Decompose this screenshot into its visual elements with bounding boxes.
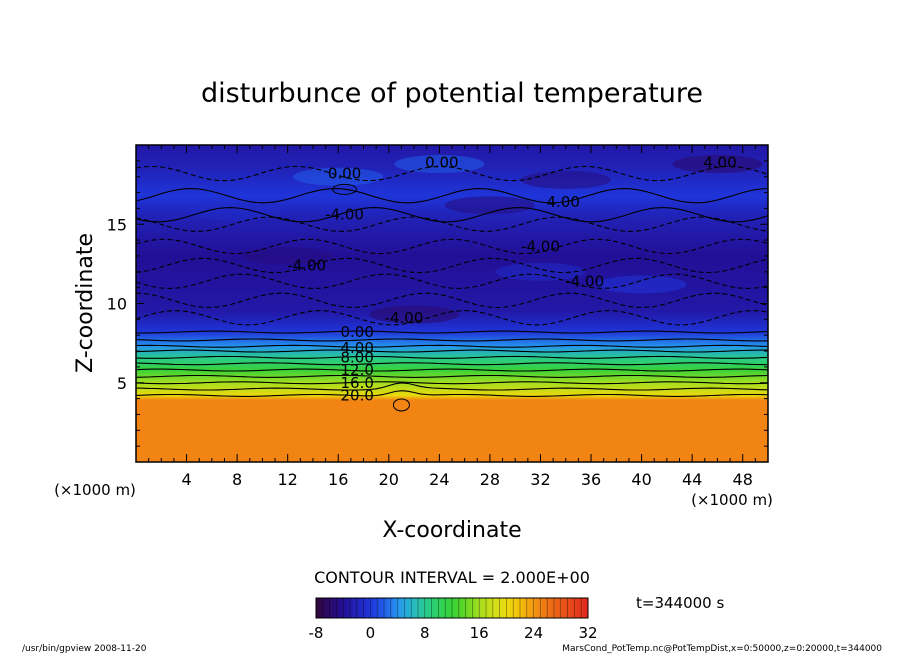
contour-label: -4.00 [565,272,604,290]
time-label: t=344000 s [636,594,724,612]
x-tick-label: 24 [429,470,449,489]
contour-labels: 0.000.00 4.00-4.004.00-4.00-4.00-4.00-4.0… [287,153,736,404]
field-patch [242,246,333,265]
contour-label: -4.00 [385,309,424,327]
contour-label: 20.0 [340,386,373,404]
contour-label: 0.00 [340,323,373,341]
colorbar-tick-label: 0 [366,624,376,642]
x-tick-label: 48 [733,470,753,489]
contour-label: 4.00 [340,339,373,357]
y-axis-ticks: 5 10 15 [107,144,768,463]
field-background [136,145,768,462]
contour-line [136,390,768,397]
contour-line [136,238,768,255]
x-tick-label: 36 [581,470,601,489]
contour-label: 0.00 [328,165,361,183]
contour-line [136,355,768,359]
contour-label: 8.00 [340,348,373,366]
field-patches [192,155,763,324]
x-unit-right: (×1000 m) [691,491,773,509]
field-patch [444,196,535,215]
field-patch [192,202,283,221]
contour-line [136,344,768,348]
contour-label: 16.0 [340,374,373,392]
contour-label: 4.00 [547,193,580,211]
x-tick-label: 20 [379,470,399,489]
x-axis-ticks: 4 8 12 16 20 24 28 32 36 40 44 48 [135,145,769,489]
contour-label: -4.00 [287,256,326,274]
contour-closed [332,183,358,195]
footer-right: MarsCond_PotTemp.nc@PotTempDist,x=0:5000… [562,644,882,654]
contour-label: 4.00 [703,153,736,171]
x-unit-left: (×1000 m) [54,481,136,499]
contour-line [136,216,768,232]
x-axis-label: X-coordinate [382,518,521,543]
contour-lines [136,165,768,412]
field-patch [394,155,485,174]
x-tick-label: 4 [181,470,191,489]
contour-line [136,368,768,372]
colorbar-ticks: -8 0 8 16 24 32 [309,624,598,642]
x-tick-label: 28 [480,470,500,489]
contour-label: 0.00 [425,153,458,171]
x-tick-label: 40 [631,470,651,489]
field-patch [672,155,763,174]
contour-line [136,207,768,223]
contour-line [136,310,768,326]
colorbar-tick-label: 16 [470,624,489,642]
x-tick-label: 8 [232,470,242,489]
y-tick-label: 15 [107,215,127,234]
colorbar-frame [315,597,589,619]
colorbar-tick-label: 8 [420,624,430,642]
contour-line [136,349,768,353]
contour-line [136,188,768,204]
contour-line [136,381,768,385]
contour-label: -4.00 [521,237,560,255]
contour-line [136,362,768,366]
footer-left: /usr/bin/gpview 2008-11-20 [22,644,147,654]
contour-line [136,273,768,289]
colorbar: -8 0 8 16 24 32 [309,597,598,642]
plot-area: 0.000.00 4.00-4.004.00-4.00-4.00-4.00-4.0… [135,144,769,463]
field-patch [596,275,687,294]
contour-closed [392,398,410,412]
field-patch [293,167,384,186]
contour-line [136,165,768,182]
y-axis-label: Z-coordinate [73,233,98,373]
contour-label: -4.00 [325,206,364,224]
x-tick-label: 44 [682,470,702,489]
x-tick-label: 16 [328,470,348,489]
field-patch [495,262,586,281]
contour-interval-label: CONTOUR INTERVAL = 2.000E+00 [314,568,590,587]
y-tick-label: 10 [107,295,127,314]
x-tick-label: 32 [530,470,550,489]
colorbar-tick-label: 24 [524,624,543,642]
field-patch [520,170,611,189]
colorbar-tick-label: 32 [578,624,597,642]
colorbar-stripes [322,598,582,618]
contour-line [136,382,768,391]
x-tick-label: 12 [278,470,298,489]
contour-line [136,374,768,378]
field-patch [369,305,460,324]
contour-line [136,330,768,334]
contour-label: 12.0 [340,361,373,379]
contour-line [136,292,768,309]
contour-line [136,257,768,274]
colorbar-tick-label: -8 [309,624,324,642]
chart-title: disturbunce of potential temperature [201,78,703,109]
y-tick-label: 5 [117,374,127,393]
contour-line [136,338,768,342]
